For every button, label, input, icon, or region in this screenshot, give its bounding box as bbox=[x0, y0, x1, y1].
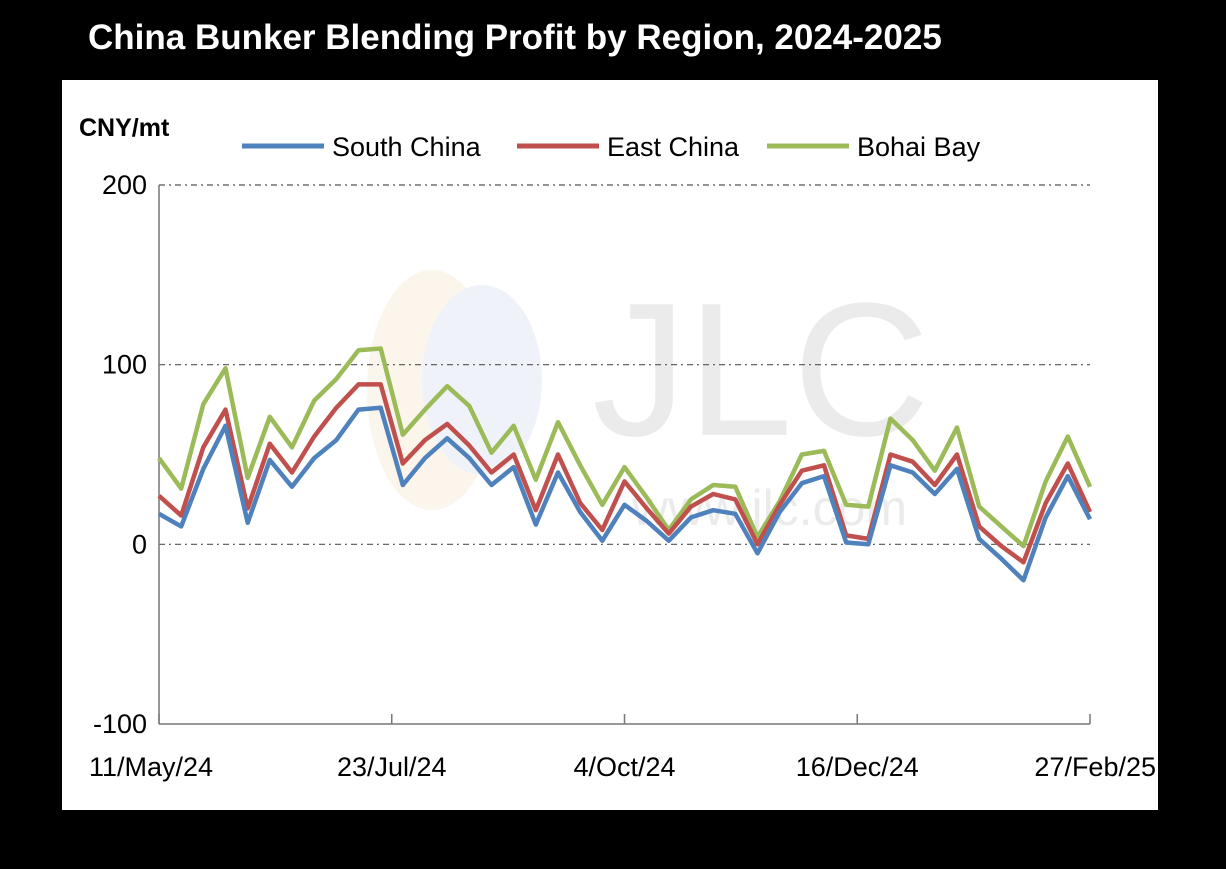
chart-panel: JLC www.jlc.com 200 100 0 -100 11/May/24 23/J… bbox=[62, 80, 1158, 810]
y-axis-unit-label: CNY/mt bbox=[79, 114, 170, 142]
line-chart: JLC www.jlc.com 200 100 0 -100 11/May/24 23/J… bbox=[79, 114, 1156, 782]
legend-label: Bohai Bay bbox=[857, 132, 981, 162]
chart-title: China Bunker Blending Profit by Region, … bbox=[88, 18, 942, 57]
x-tick-label: 23/Jul/24 bbox=[337, 752, 447, 782]
legend-label: South China bbox=[332, 132, 482, 162]
y-tick-label: -100 bbox=[93, 709, 147, 739]
y-tick-label: 100 bbox=[102, 350, 147, 380]
legend-item: South China bbox=[242, 132, 482, 162]
series-lines bbox=[157, 346, 1093, 583]
legend-item: East China bbox=[517, 132, 740, 162]
title-bar bbox=[62, 0, 1158, 80]
y-tick-label: 0 bbox=[132, 529, 147, 559]
series-line-south-china bbox=[157, 405, 1093, 583]
gridlines bbox=[159, 184, 1090, 545]
series-line-bohai-bay bbox=[157, 346, 1093, 549]
legend-label: East China bbox=[607, 132, 740, 162]
x-tick-label: 11/May/24 bbox=[89, 752, 213, 782]
legend: South China East China Bohai Bay bbox=[242, 132, 981, 162]
x-tick-label: 16/Dec/24 bbox=[796, 752, 919, 782]
axes: 200 100 0 -100 11/May/24 23/Jul/24 4/Oct/24 16/… bbox=[89, 170, 1156, 782]
legend-item: Bohai Bay bbox=[767, 132, 981, 162]
x-tick-label: 4/Oct/24 bbox=[573, 752, 675, 782]
watermark-text: JLC bbox=[592, 264, 930, 476]
y-tick-label: 200 bbox=[102, 170, 147, 200]
jlc-watermark: JLC www.jlc.com bbox=[367, 264, 930, 536]
series-line-east-china bbox=[157, 382, 1093, 565]
x-tick-label: 27/Feb/25 bbox=[1034, 752, 1156, 782]
